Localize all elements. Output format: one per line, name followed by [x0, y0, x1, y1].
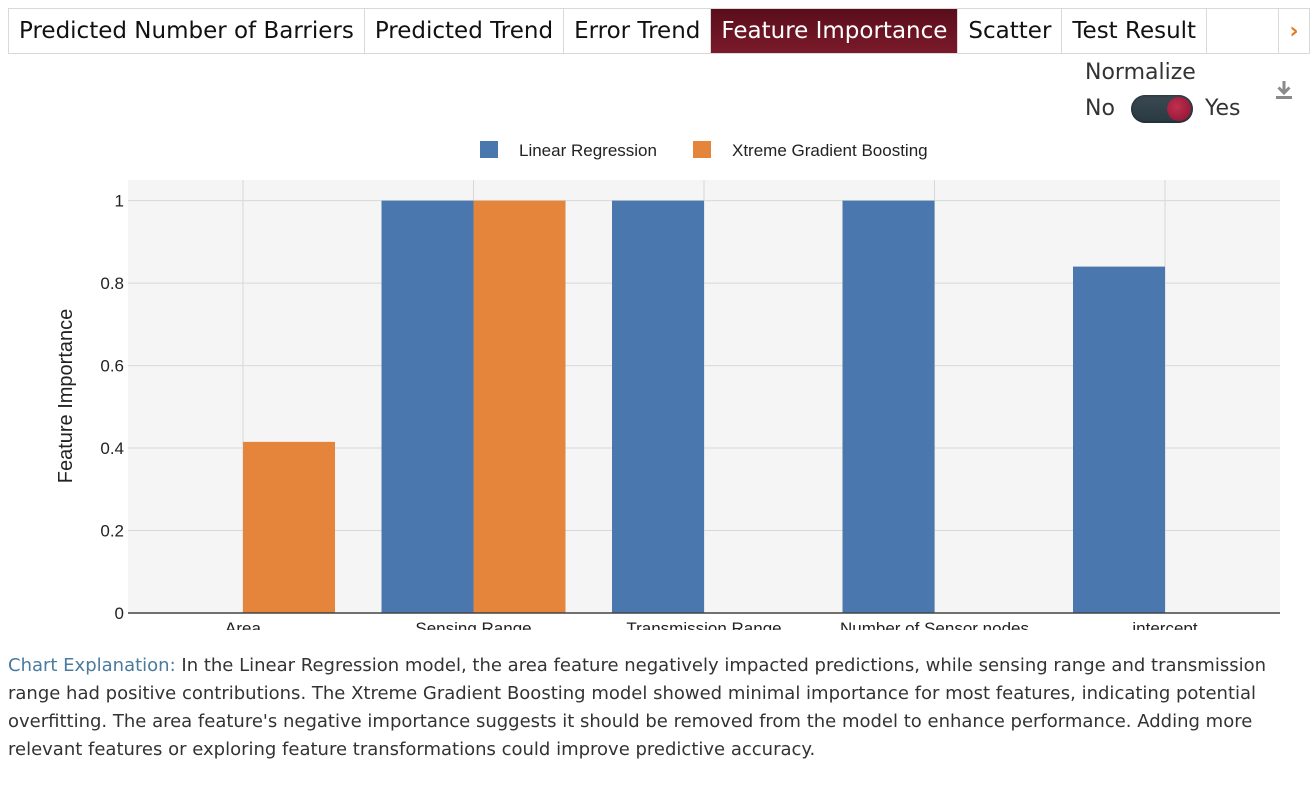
- y-tick-label: 0: [115, 604, 124, 623]
- legend-swatch-0: [480, 141, 498, 158]
- normalize-off-label: No: [1085, 96, 1115, 121]
- y-axis-title: Feature Importance: [55, 309, 77, 484]
- tab-scatter[interactable]: Scatter: [958, 9, 1063, 53]
- y-tick-label: 0.6: [100, 357, 124, 376]
- chevron-right-icon[interactable]: ›: [1278, 9, 1309, 53]
- explanation-text: In the Linear Regression model, the area…: [8, 655, 1267, 760]
- chart-explanation: Chart Explanation: In the Linear Regress…: [8, 652, 1298, 764]
- legend-label-1: Xtreme Gradient Boosting: [732, 141, 928, 160]
- y-tick-label: 0.8: [100, 274, 124, 293]
- download-icon[interactable]: [1272, 78, 1296, 102]
- bar-0-2: [612, 200, 704, 613]
- bar-0-4: [1073, 266, 1165, 613]
- tab-test-result[interactable]: Test Result: [1062, 9, 1208, 53]
- tab-predicted-number-of-barriers[interactable]: Predicted Number of Barriers: [9, 9, 365, 53]
- x-tick-label: Number of Sensor nodes: [840, 619, 1029, 630]
- feature-importance-chart: Linear Regression Xtreme Gradient Boostin…: [55, 141, 1280, 630]
- toggle-knob: [1167, 97, 1191, 121]
- bar-0-3: [842, 200, 935, 613]
- y-tick-label: 0.2: [100, 522, 124, 541]
- axes: 0 0.2 0.4 0.6 0.8 1 Area Sensing Range Transmiss…: [100, 192, 1280, 630]
- x-tick-label: intercept: [1132, 619, 1197, 630]
- tab-predicted-trend[interactable]: Predicted Trend: [365, 9, 565, 53]
- x-tick-label: Sensing Range: [415, 619, 531, 630]
- bar-1-0: [243, 441, 335, 613]
- tab-bar: Predicted Number of Barriers Predicted T…: [8, 8, 1310, 54]
- legend-label-0: Linear Regression: [519, 141, 657, 160]
- bar-marks: [243, 200, 1165, 613]
- tab-feature-importance[interactable]: Feature Importance: [711, 9, 959, 53]
- y-tick-label: 1: [115, 192, 124, 211]
- y-tick-label: 0.4: [100, 439, 124, 458]
- normalize-toggle[interactable]: [1131, 95, 1193, 123]
- explanation-label: Chart Explanation:: [8, 655, 176, 676]
- bar-0-1: [381, 200, 474, 613]
- x-tick-label: Transmission Range: [626, 619, 781, 630]
- legend-swatch-1: [693, 141, 711, 158]
- chart-legend: Linear Regression Xtreme Gradient Boostin…: [480, 141, 928, 160]
- x-tick-label: Area: [225, 619, 261, 630]
- normalize-on-label: Yes: [1205, 96, 1241, 121]
- bar-1-1: [473, 200, 566, 613]
- normalize-label: Normalize: [1085, 60, 1196, 85]
- tab-error-trend[interactable]: Error Trend: [564, 9, 712, 53]
